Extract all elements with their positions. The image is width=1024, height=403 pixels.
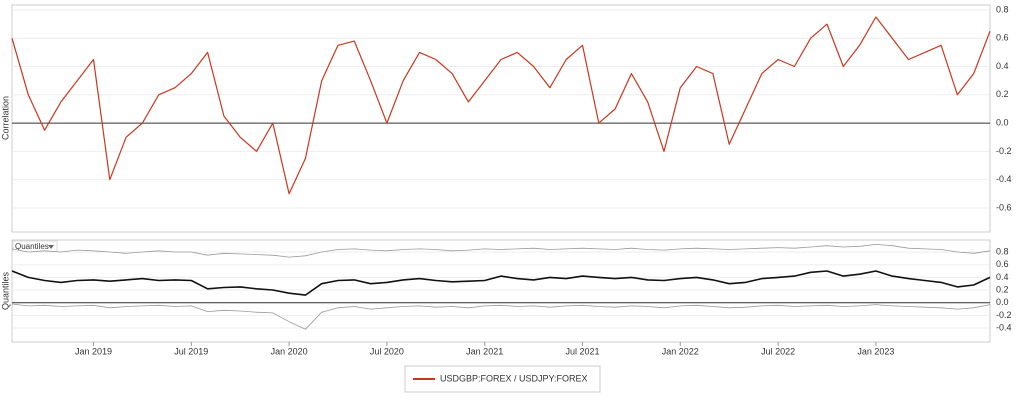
y-tick-label: -0.4	[996, 322, 1012, 332]
x-tick-label: Jul 2021	[565, 346, 599, 356]
y-axis-label: Correlation	[0, 96, 10, 140]
plot-frame	[11, 4, 991, 233]
legend-box	[404, 365, 601, 393]
selector-arrow[interactable]	[48, 245, 54, 249]
y-tick-label: 0.2	[996, 284, 1009, 294]
series-line	[11, 270, 991, 296]
x-tick-label: Jul 2022	[761, 346, 795, 356]
x-tick-label: Jul 2020	[370, 346, 404, 356]
x-tick-label: Jan 2023	[857, 346, 894, 356]
selector-label[interactable]: Quantiles	[15, 242, 49, 251]
series-line	[11, 303, 991, 330]
y-tick-label: 0.0	[996, 297, 1009, 307]
y-tick-label: -0.2	[996, 310, 1012, 320]
y-tick-label: 0.8	[996, 246, 1009, 256]
x-tick-label: Jan 2021	[466, 346, 503, 356]
y-axis-label: Quantiles	[0, 271, 10, 310]
y-tick-label: 0.4	[996, 61, 1009, 71]
series-line	[11, 243, 991, 258]
x-tick-label: Jul 2019	[174, 346, 208, 356]
y-tick-label: -0.4	[996, 174, 1012, 184]
y-tick-label: -0.6	[996, 202, 1012, 212]
x-tick-label: Jan 2019	[75, 346, 112, 356]
y-tick-label: 0.6	[996, 33, 1009, 43]
x-tick-label: Jan 2020	[271, 346, 308, 356]
y-tick-label: -0.2	[996, 146, 1012, 156]
y-tick-label: 0.6	[996, 259, 1009, 269]
legend: USDGBP:FOREX / USDJPY:FOREX	[404, 365, 601, 393]
legend-label: USDGBP:FOREX / USDJPY:FOREX	[440, 373, 588, 383]
plot-frame	[11, 239, 991, 343]
series-line	[11, 16, 991, 195]
y-tick-label: 0.2	[996, 89, 1009, 99]
y-tick-label: 0.8	[996, 4, 1009, 14]
x-tick-label: Jan 2022	[662, 346, 699, 356]
y-tick-label: 0.4	[996, 272, 1009, 282]
y-tick-label: 0.0	[996, 117, 1009, 127]
